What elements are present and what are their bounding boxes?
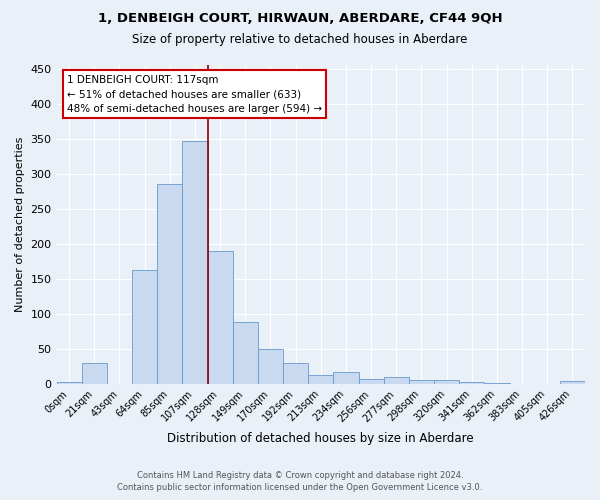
Bar xyxy=(82,363,107,384)
Bar xyxy=(409,380,434,384)
Bar xyxy=(383,377,409,384)
Bar xyxy=(233,322,258,384)
Bar xyxy=(56,382,82,384)
Text: 1 DENBEIGH COURT: 117sqm
← 51% of detached houses are smaller (633)
48% of semi-: 1 DENBEIGH COURT: 117sqm ← 51% of detach… xyxy=(67,74,322,114)
Bar xyxy=(359,379,383,384)
Bar xyxy=(258,349,283,384)
Text: Size of property relative to detached houses in Aberdare: Size of property relative to detached ho… xyxy=(133,32,467,46)
Bar xyxy=(208,250,233,384)
Bar xyxy=(308,374,334,384)
Bar xyxy=(334,372,359,384)
Bar xyxy=(459,382,484,384)
Bar xyxy=(132,270,157,384)
Text: Contains HM Land Registry data © Crown copyright and database right 2024.
Contai: Contains HM Land Registry data © Crown c… xyxy=(118,471,482,492)
Bar xyxy=(157,184,182,384)
Bar xyxy=(283,363,308,384)
Bar xyxy=(182,142,208,384)
Text: 1, DENBEIGH COURT, HIRWAUN, ABERDARE, CF44 9QH: 1, DENBEIGH COURT, HIRWAUN, ABERDARE, CF… xyxy=(98,12,502,26)
Bar xyxy=(484,383,509,384)
Bar xyxy=(434,380,459,384)
X-axis label: Distribution of detached houses by size in Aberdare: Distribution of detached houses by size … xyxy=(167,432,474,445)
Y-axis label: Number of detached properties: Number of detached properties xyxy=(15,136,25,312)
Bar xyxy=(560,381,585,384)
